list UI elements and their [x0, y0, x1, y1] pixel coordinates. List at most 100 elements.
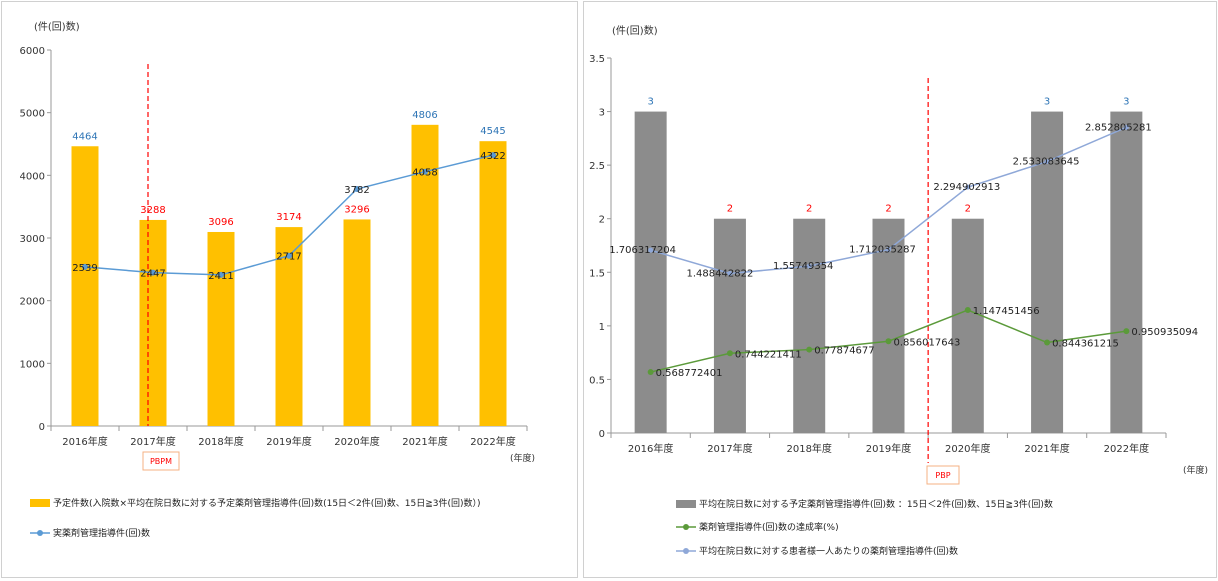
- bar-data-label: 3174: [276, 212, 301, 223]
- bar-data-label: 2: [806, 204, 812, 215]
- line-data-label: 2717: [276, 252, 301, 263]
- line-data-label: 2447: [140, 269, 165, 280]
- line-data-label: 0.856017643: [894, 337, 961, 348]
- line-data-label: 2.294902913: [933, 182, 1000, 193]
- y-tick-label: 1: [599, 322, 605, 333]
- line-data-label: 0.950935094: [1131, 327, 1198, 338]
- bar: [139, 219, 167, 426]
- bar: [343, 219, 371, 426]
- y-tick-label: 4000: [20, 171, 45, 182]
- line-data-label: 1.488442822: [687, 269, 754, 280]
- line-point: [648, 247, 654, 253]
- bar-data-label: 4464: [72, 131, 97, 142]
- pbp-marker-box: [926, 465, 960, 485]
- legend-line-label: 実薬剤管理指導件(回)数: [53, 527, 150, 539]
- legend-bar-label: 平均在院日数に対する予定薬剤管理指導件(回)数 ：15日＜2件(回)数、15日≧…: [699, 498, 1053, 510]
- x-tick-label: 2022年度: [1104, 442, 1149, 455]
- line-point: [806, 263, 812, 269]
- pbpm-marker-box: [142, 451, 180, 471]
- y-tick-label: 0.5: [589, 375, 605, 386]
- line-point: [490, 152, 496, 159]
- y-tick-label: 0: [39, 422, 45, 433]
- line-point: [1123, 328, 1130, 335]
- line-point: [1044, 159, 1050, 165]
- line-data-label: 0.744221411: [735, 349, 802, 360]
- line-data-label: 2411: [208, 271, 233, 282]
- line-data-label: 0.77874677: [814, 346, 874, 357]
- line-point: [647, 369, 654, 376]
- line-point: [354, 185, 360, 192]
- line-point: [286, 252, 292, 259]
- x-axis-unit-label: (年度): [1183, 464, 1208, 476]
- bar: [207, 231, 235, 426]
- bar: [713, 218, 746, 433]
- bar-data-label: 4545: [480, 126, 505, 137]
- pbpm-marker-label: PBPM: [150, 457, 172, 466]
- x-tick-label: 2017年度: [707, 442, 752, 455]
- line-point: [1044, 339, 1051, 346]
- bar: [275, 227, 303, 426]
- y-tick-label: 2.5: [589, 161, 605, 172]
- line-point: [1123, 124, 1129, 130]
- line-point: [885, 338, 892, 345]
- bar-data-label: 2: [885, 204, 891, 215]
- y-tick-label: 0: [599, 429, 605, 440]
- line-point: [422, 168, 428, 175]
- legend-bar-swatch: [676, 500, 696, 508]
- x-tick-label: 2021年度: [402, 435, 447, 448]
- x-tick-label: 2018年度: [198, 435, 243, 448]
- legend-blue-marker: [683, 548, 689, 554]
- line-data-label: 2.533083645: [1013, 157, 1080, 168]
- bar: [411, 124, 439, 426]
- line-data-label: 2.852805281: [1085, 122, 1152, 133]
- line-data-label: 4322: [480, 151, 505, 162]
- y-tick-label: 3: [599, 108, 605, 119]
- line-data-label: 0.844361215: [1052, 339, 1119, 350]
- line-data-label: 1.712035287: [849, 245, 916, 256]
- x-tick-label: 2020年度: [334, 435, 379, 448]
- bar-data-label: 3296: [344, 204, 369, 215]
- y-axis-unit-label: (件(回)数): [612, 24, 658, 37]
- y-tick-label: 2000: [20, 297, 45, 308]
- bar: [479, 141, 507, 426]
- legend-bar-label: 予定件数(入院数×平均在院日数に対する予定薬剤管理指導件(回)数(15日＜2件(…: [53, 497, 481, 509]
- bar: [951, 218, 984, 433]
- legend-blue-label: 平均在院日数に対する患者様一人あたりの薬剤管理指導件(回)数: [699, 545, 958, 557]
- x-tick-label: 2019年度: [866, 442, 911, 455]
- bar-data-label: 4806: [412, 110, 437, 121]
- bar-data-label: 3: [1123, 97, 1129, 108]
- line-data-label: 2539: [72, 263, 97, 274]
- left-chart: (件(回)数) 0 1000 2000 3000 4000 5000 6000 2016年度 20…: [20, 20, 535, 539]
- legend-green-marker: [683, 524, 689, 530]
- bar-data-label: 3: [647, 97, 653, 108]
- y-tick-label: 3.5: [589, 54, 605, 65]
- x-tick-label: 2017年度: [130, 435, 175, 448]
- bar-data-label: 3096: [208, 217, 233, 228]
- y-tick-label: 1000: [20, 359, 45, 370]
- bar-data-label: 2: [965, 204, 971, 215]
- chart-panel-right: (件(回)数) 0 0.5 1 1.5 2 2.5 3 3.5 2016年度 2017年度 2018年…: [583, 1, 1217, 578]
- line-point: [964, 307, 971, 314]
- legend-line-marker: [37, 530, 43, 536]
- bar: [793, 218, 826, 433]
- line-data-label: 1.147451456: [973, 306, 1040, 317]
- x-axis-unit-label: (年度): [510, 452, 535, 464]
- legend-bar-swatch: [30, 499, 50, 507]
- y-tick-label: 3000: [20, 234, 45, 245]
- bar: [872, 218, 905, 433]
- line-data-label: 3782: [344, 185, 369, 196]
- x-tick-label: 2021年度: [1024, 442, 1069, 455]
- line-data-label: 4058: [412, 168, 437, 179]
- bar-data-label: 3: [1044, 97, 1050, 108]
- line-data-label: 1.55749354: [773, 261, 833, 272]
- line-point: [150, 269, 156, 276]
- bar: [634, 111, 667, 434]
- y-tick-label: 6000: [20, 46, 45, 57]
- y-tick-label: 1.5: [589, 268, 605, 279]
- x-tick-label: 2018年度: [786, 442, 831, 455]
- right-chart: (件(回)数) 0 0.5 1 1.5 2 2.5 3 3.5 2016年度 2017年度 2018年…: [589, 24, 1208, 557]
- x-tick-label: 2022年度: [470, 435, 515, 448]
- bar: [71, 146, 99, 427]
- x-tick-label: 2016年度: [62, 435, 107, 448]
- line-point: [218, 271, 224, 278]
